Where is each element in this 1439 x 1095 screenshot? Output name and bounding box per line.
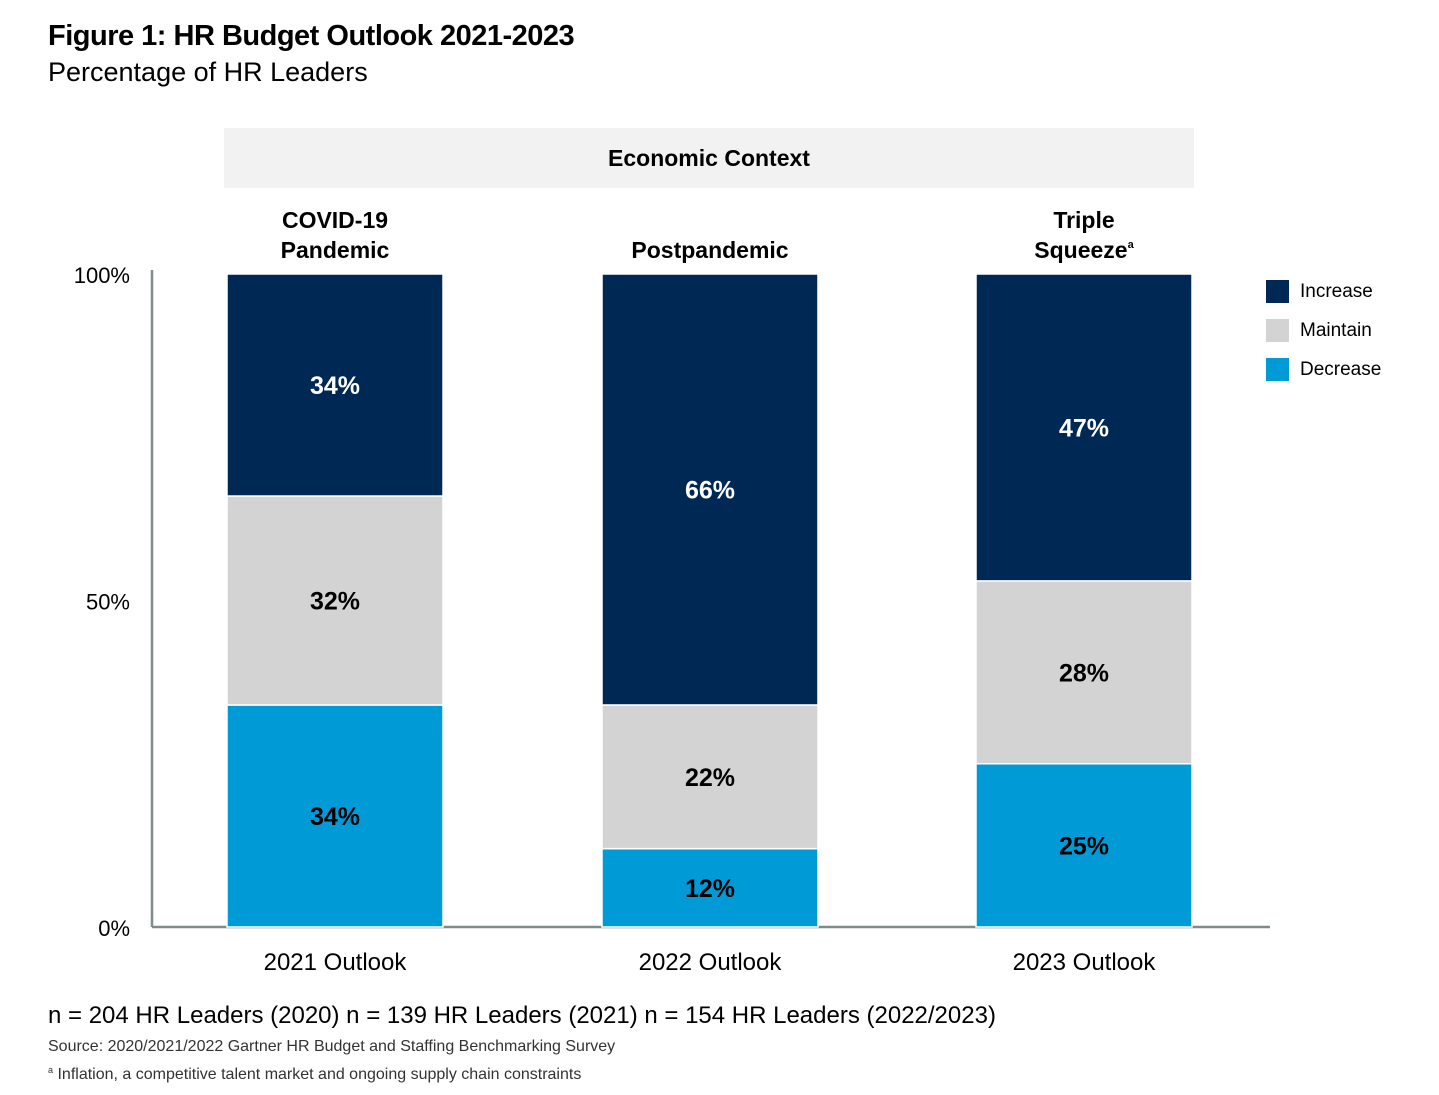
data-label: 25% <box>1059 832 1109 860</box>
legend-swatch <box>1266 319 1289 342</box>
bar-segment-decrease <box>975 763 1193 928</box>
y-tick-label: 100% <box>74 263 130 288</box>
data-label: 34% <box>310 372 360 400</box>
bar-segment-increase <box>975 273 1193 582</box>
data-label: 47% <box>1059 414 1109 442</box>
context-label: Pandemic <box>281 237 390 263</box>
y-tick-label: 50% <box>86 590 130 615</box>
chart-title: Figure 1: HR Budget Outlook 2021-2023 <box>48 20 575 52</box>
legend-label: Decrease <box>1300 358 1382 380</box>
economic-context-label: Economic Context <box>608 144 810 171</box>
bar-segment-maintain <box>226 495 444 706</box>
footnote-marker: a <box>48 1065 54 1075</box>
legend-swatch <box>1266 280 1289 303</box>
source-note: Source: 2020/2021/2022 Gartner HR Budget… <box>48 1038 616 1055</box>
x-tick-label: 2023 Outlook <box>1013 949 1157 976</box>
legend-item-decrease: Decrease <box>1266 350 1381 389</box>
y-tick-label: 0% <box>98 916 130 941</box>
data-label: 66% <box>685 476 735 504</box>
bar-segment-decrease <box>601 847 819 928</box>
data-label: 34% <box>310 803 360 831</box>
data-label: 12% <box>685 875 735 903</box>
sample-size-note: n = 204 HR Leaders (2020) n = 139 HR Lea… <box>48 1002 996 1029</box>
bar-segment-maintain <box>975 580 1193 765</box>
bar-segment-maintain <box>601 704 819 850</box>
legend-label: Increase <box>1300 280 1373 302</box>
context-label: Triple <box>1053 207 1114 233</box>
stacked-bar-chart: 0% 50% 100% 34% 32% 34% 2021 Outlook COVID-19 Pa… <box>74 207 1270 976</box>
data-label: 32% <box>310 588 360 616</box>
economic-context-header: Economic Context <box>224 128 1194 188</box>
bar-segment-increase <box>601 273 819 706</box>
legend-item-maintain: Maintain <box>1266 311 1381 350</box>
footnote-marker: a <box>1128 239 1135 251</box>
legend-label: Maintain <box>1300 319 1372 341</box>
context-label: Postpandemic <box>631 237 788 263</box>
legend-item-increase: Increase <box>1266 272 1381 311</box>
context-label: Squeezea <box>1034 237 1134 263</box>
footnote-text: Inflation, a competitive talent market a… <box>57 1066 582 1083</box>
bar-segment-increase <box>226 273 444 497</box>
legend-swatch <box>1266 358 1289 381</box>
context-label: COVID-19 <box>282 207 388 233</box>
footnote: a Inflation, a competitive talent market… <box>48 1065 581 1084</box>
bar-segment-decrease <box>226 704 444 928</box>
data-label: 22% <box>685 764 735 792</box>
x-tick-label: 2022 Outlook <box>639 949 783 976</box>
legend: Increase Maintain Decrease <box>1266 272 1381 389</box>
chart-subtitle: Percentage of HR Leaders <box>48 57 368 87</box>
data-label: 28% <box>1059 659 1109 687</box>
x-tick-label: 2021 Outlook <box>264 949 408 976</box>
